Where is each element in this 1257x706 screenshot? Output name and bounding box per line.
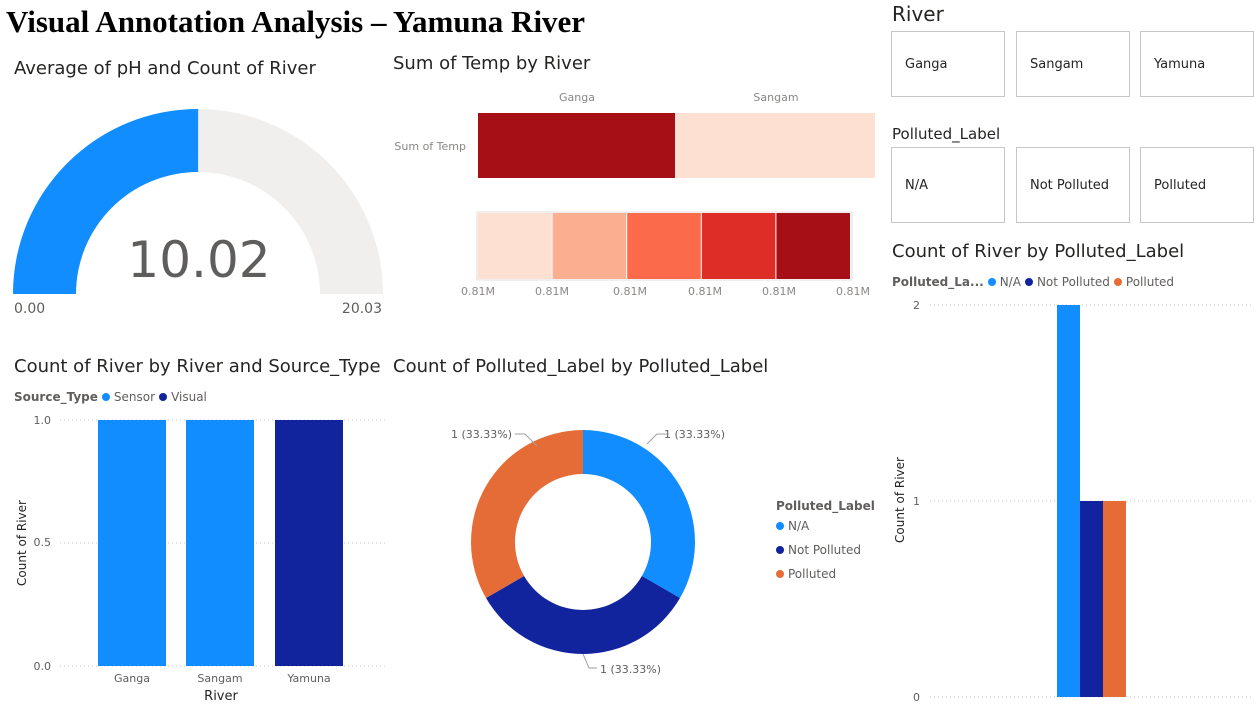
y-tick-label: 2 — [913, 299, 920, 312]
scale-swatch — [627, 213, 701, 279]
legend-label-na[interactable]: N/A — [999, 275, 1021, 289]
scale-tick-label: 0.81M — [461, 285, 495, 298]
legend-swatch-polluted — [776, 570, 784, 578]
bar-not-polluted[interactable] — [1080, 501, 1103, 697]
x-axis-title: River — [204, 689, 238, 704]
x-tick-label: Ganga — [114, 672, 150, 685]
bar-ganga-sensor[interactable] — [98, 420, 166, 666]
scale-swatch — [478, 213, 552, 279]
leader-line — [515, 433, 538, 447]
scale-swatch — [701, 213, 776, 279]
legend-label: Polluted — [788, 567, 837, 581]
y-tick-label: 0.0 — [34, 660, 52, 673]
donut-slice-not-polluted[interactable] — [486, 576, 680, 654]
clustered-chart-legend: Polluted_La... N/A Not Polluted Polluted — [892, 275, 1174, 289]
gauge-value-label: 10.02 — [127, 231, 270, 289]
donut-data-label: 1 (33.33%) — [664, 428, 725, 441]
y-tick-label: 1.0 — [34, 414, 52, 427]
legend-swatch-not-polluted — [776, 546, 784, 554]
heatmap-scale-ticks: 0.81M 0.81M 0.81M 0.81M 0.81M 0.81M — [461, 285, 870, 298]
heatmap-col-label: Ganga — [559, 91, 595, 104]
gauge-title: Average of pH and Count of River — [14, 58, 316, 79]
polluted-slicer-item-na[interactable]: N/A — [891, 147, 1005, 223]
y-axis-title: Count of River — [893, 457, 907, 543]
bar-sangam-sensor[interactable] — [186, 420, 254, 666]
legend-title: Polluted_Label — [776, 499, 875, 513]
river-slicer-title: River — [892, 2, 944, 26]
y-tick-label: 0 — [913, 691, 920, 704]
legend-swatch-visual — [159, 393, 168, 401]
y-tick-label: 1 — [913, 495, 920, 508]
column-chart-legend: Source_Type Sensor Visual — [14, 390, 207, 404]
gauge-fill — [13, 108, 199, 294]
scale-tick-label: 0.81M — [535, 285, 569, 298]
bar-n-a[interactable] — [1057, 305, 1080, 697]
leader-line — [582, 653, 597, 669]
donut-title: Count of Polluted_Label by Polluted_Labe… — [393, 356, 769, 377]
column-chart[interactable]: 1.0 0.5 0.0 Ganga Sangam Yamuna River Co… — [0, 405, 390, 705]
scale-swatch — [552, 213, 627, 279]
donut-slices — [471, 430, 695, 654]
page-title: Visual Annotation Analysis – Yamuna Rive… — [6, 4, 586, 39]
column-chart-title: Count of River by River and Source_Type — [14, 356, 381, 377]
donut-slice-polluted[interactable] — [471, 430, 583, 598]
legend-swatch-not-polluted — [1024, 278, 1033, 286]
legend-label-not-polluted[interactable]: Not Polluted — [1036, 275, 1110, 289]
scale-tick-label: 0.81M — [688, 285, 722, 298]
legend-swatch-polluted — [1113, 278, 1122, 286]
legend-label-visual[interactable]: Visual — [171, 390, 207, 404]
heatmap-chart[interactable]: Ganga Sangam Sum of Temp 0.81M 0.81M 0.8… — [385, 84, 880, 304]
polluted-slicer-item-polluted[interactable]: Polluted — [1140, 147, 1254, 223]
heatmap-color-scale — [476, 211, 853, 281]
scale-border — [476, 211, 853, 281]
legend-item[interactable]: Polluted — [776, 567, 875, 581]
river-slicer-item-ganga[interactable]: Ganga — [891, 31, 1005, 97]
heatmap-cell-sangam[interactable] — [675, 113, 875, 178]
gauge-min-label: 0.00 — [14, 301, 45, 317]
legend-label: N/A — [788, 519, 810, 533]
scale-tick-label: 0.81M — [762, 285, 796, 298]
donut-legend: Polluted_Label N/A Not Polluted Polluted — [776, 499, 875, 581]
donut-slice-n-a[interactable] — [583, 430, 695, 598]
x-tick-label: Sangam — [197, 672, 242, 685]
legend-swatch-na — [776, 522, 784, 530]
leader-line — [646, 433, 667, 445]
y-tick-label: 0.5 — [34, 536, 52, 549]
scale-tick-label: 0.81M — [836, 285, 870, 298]
river-slicer-item-yamuna[interactable]: Yamuna — [1140, 31, 1254, 97]
gauge-chart[interactable]: 10.02 0.00 20.03 — [0, 95, 395, 320]
clustered-chart[interactable]: 2 1 0 Count of River — [885, 295, 1257, 706]
donut-data-label: 1 (33.33%) — [451, 428, 512, 441]
legend-title: Source_Type — [14, 390, 98, 404]
clustered-chart-bars — [1057, 305, 1126, 697]
heatmap-cell-ganga[interactable] — [478, 113, 675, 178]
gauge-max-label: 20.03 — [342, 301, 382, 317]
legend-label-polluted[interactable]: Polluted — [1125, 275, 1175, 289]
x-tick-label: Yamuna — [286, 672, 330, 685]
legend-label-sensor[interactable]: Sensor — [113, 390, 156, 404]
legend-label: Not Polluted — [788, 543, 861, 557]
legend-title: Polluted_La... — [892, 275, 984, 289]
scale-tick-label: 0.81M — [613, 285, 647, 298]
legend-swatch-na — [987, 278, 996, 286]
bar-yamuna-visual[interactable] — [275, 420, 343, 666]
legend-swatch-sensor — [101, 393, 110, 401]
heatmap-title: Sum of Temp by River — [393, 53, 591, 74]
y-axis-title: Count of River — [15, 500, 29, 586]
scale-swatch — [776, 213, 850, 279]
river-slicer-item-sangam[interactable]: Sangam — [1016, 31, 1130, 97]
bar-polluted[interactable] — [1103, 501, 1126, 697]
clustered-chart-title: Count of River by Polluted_Label — [892, 241, 1185, 262]
donut-data-label: 1 (33.33%) — [600, 663, 661, 676]
donut-chart[interactable]: 1 (33.33%) 1 (33.33%) 1 (33.33%) — [385, 400, 785, 700]
legend-item[interactable]: Not Polluted — [776, 543, 875, 557]
polluted-slicer-item-not-polluted[interactable]: Not Polluted — [1016, 147, 1130, 223]
polluted-slicer-title: Polluted_Label — [892, 125, 1001, 143]
legend-item[interactable]: N/A — [776, 519, 875, 533]
column-chart-bars — [98, 420, 343, 666]
heatmap-row-label: Sum of Temp — [394, 140, 466, 153]
heatmap-col-label: Sangam — [753, 91, 798, 104]
